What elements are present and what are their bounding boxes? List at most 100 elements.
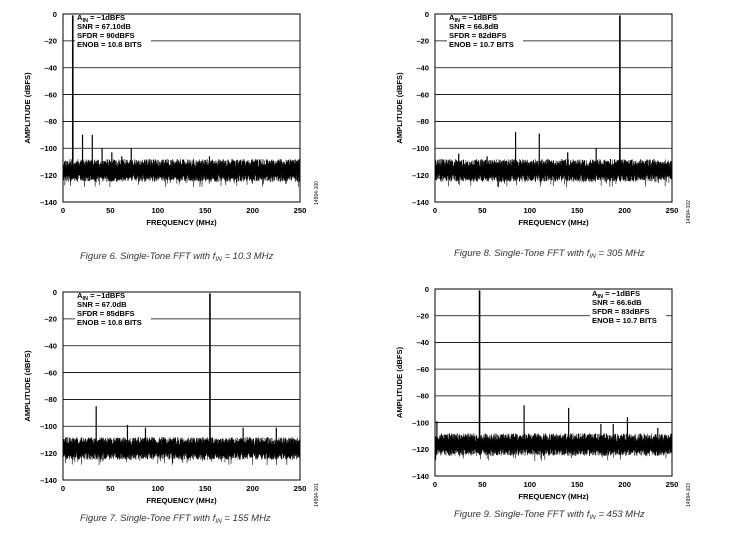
y-axis-title: AMPLITUDE (dBFS)	[23, 72, 32, 144]
figure-caption: Figure 9. Single-Tone FFT with fIN = 453…	[454, 509, 645, 521]
figure-code: 14994-102	[686, 200, 692, 224]
annotation-ain: AIN = −1dBFS	[77, 291, 125, 302]
x-tick-label: 0	[433, 480, 437, 489]
annotation-ain: AIN = −1dBFS	[449, 13, 497, 24]
x-tick-label: 250	[294, 206, 307, 215]
y-tick-label: –80	[44, 117, 57, 126]
y-tick-label: –120	[412, 171, 429, 180]
annotation-sfdr: SFDR = 85dBFS	[77, 309, 135, 318]
figure-code: 14994-103	[686, 483, 692, 507]
x-tick-label: 200	[246, 484, 259, 493]
x-tick-label: 150	[571, 480, 584, 489]
y-tick-label: –140	[40, 198, 57, 207]
annotation-bg	[75, 291, 151, 328]
y-tick-label: –40	[416, 64, 429, 73]
annotation-snr: SNR = 67.10dB	[77, 22, 131, 31]
y-tick-label: 0	[53, 288, 57, 297]
x-tick-label: 50	[478, 480, 486, 489]
annotation-sfdr: SFDR = 83dBFS	[592, 307, 650, 316]
x-tick-label: 200	[618, 480, 631, 489]
annotation-sfdr: SFDR = 90dBFS	[77, 31, 135, 40]
y-tick-label: –20	[416, 312, 429, 321]
y-tick-label: –40	[44, 342, 57, 351]
annotation-enob: ENOB = 10.7 BITS	[449, 40, 514, 49]
plot-frame	[434, 288, 673, 477]
x-tick-label: 200	[246, 206, 259, 215]
plot-frame	[62, 13, 301, 203]
y-tick-label: –100	[40, 144, 57, 153]
y-tick-label: –60	[416, 365, 429, 374]
x-tick-label: 0	[433, 206, 437, 215]
annotation-snr: SNR = 66.6dB	[592, 298, 642, 307]
figure-caption: Figure 8. Single-Tone FFT with fIN = 305…	[454, 248, 645, 260]
y-tick-label: –60	[44, 90, 57, 99]
annotation-sfdr: SFDR = 82dBFS	[449, 31, 507, 40]
annotation-enob: ENOB = 10.7 BITS	[592, 316, 657, 325]
y-tick-label: –100	[412, 418, 429, 427]
annotation-ain: AIN = −1dBFS	[592, 289, 640, 300]
y-tick-label: 0	[425, 10, 429, 19]
y-tick-label: –100	[412, 144, 429, 153]
plot-frame	[434, 13, 673, 203]
x-tick-label: 0	[61, 206, 65, 215]
annotation-bg	[447, 13, 523, 50]
y-tick-label: –80	[416, 392, 429, 401]
x-tick-label: 100	[151, 206, 164, 215]
y-axis-title: AMPLITUDE (dBFS)	[23, 350, 32, 422]
x-tick-label: 100	[523, 480, 536, 489]
x-tick-label: 250	[294, 484, 307, 493]
y-tick-label: –120	[40, 171, 57, 180]
x-tick-label: 50	[106, 206, 114, 215]
annotation-ain: AIN = −1dBFS	[77, 13, 125, 24]
annotation-snr: SNR = 67.0dB	[77, 300, 127, 309]
noise-floor-trace	[62, 159, 301, 188]
annotation-bg	[590, 289, 666, 326]
y-tick-label: –20	[44, 315, 57, 324]
x-axis-title: FREQUENCY (MHz)	[146, 218, 217, 227]
y-axis-title: AMPLITUDE (dBFS)	[395, 346, 404, 418]
annotation-enob: ENOB = 10.8 BITS	[77, 40, 142, 49]
x-tick-label: 50	[106, 484, 114, 493]
noise-floor-trace	[62, 437, 301, 466]
noise-floor-trace	[434, 159, 673, 188]
y-tick-label: –120	[40, 449, 57, 458]
figure-caption: Figure 7. Single-Tone FFT with fIN = 155…	[80, 513, 271, 525]
x-axis-title: FREQUENCY (MHz)	[146, 496, 217, 505]
annotation-bg	[75, 13, 151, 50]
y-tick-label: –120	[412, 445, 429, 454]
y-axis-title: AMPLITUDE (dBFS)	[395, 72, 404, 144]
y-tick-label: –40	[44, 64, 57, 73]
x-tick-label: 250	[666, 206, 679, 215]
x-axis-title: FREQUENCY (MHz)	[518, 492, 589, 501]
x-tick-label: 150	[199, 484, 212, 493]
y-tick-label: 0	[425, 285, 429, 294]
y-tick-label: –60	[416, 90, 429, 99]
annotation-snr: SNR = 66.8dB	[449, 22, 499, 31]
x-tick-label: 100	[151, 484, 164, 493]
x-tick-label: 150	[571, 206, 584, 215]
x-axis-title: FREQUENCY (MHz)	[518, 218, 589, 227]
figure-code: 14994-101	[314, 483, 320, 507]
figure-caption: Figure 6. Single-Tone FFT with fIN = 10.…	[80, 251, 274, 263]
x-tick-label: 50	[478, 206, 486, 215]
x-tick-label: 150	[199, 206, 212, 215]
y-tick-label: –20	[416, 37, 429, 46]
y-tick-label: –100	[40, 422, 57, 431]
noise-floor-trace	[434, 433, 673, 461]
y-tick-label: –80	[416, 117, 429, 126]
y-tick-label: 0	[53, 10, 57, 19]
x-tick-label: 100	[523, 206, 536, 215]
plot-frame	[62, 291, 301, 481]
y-tick-label: –20	[44, 37, 57, 46]
y-tick-label: –140	[412, 198, 429, 207]
y-tick-label: –40	[416, 338, 429, 347]
y-tick-label: –140	[40, 476, 57, 485]
x-tick-label: 200	[618, 206, 631, 215]
x-tick-label: 250	[666, 480, 679, 489]
